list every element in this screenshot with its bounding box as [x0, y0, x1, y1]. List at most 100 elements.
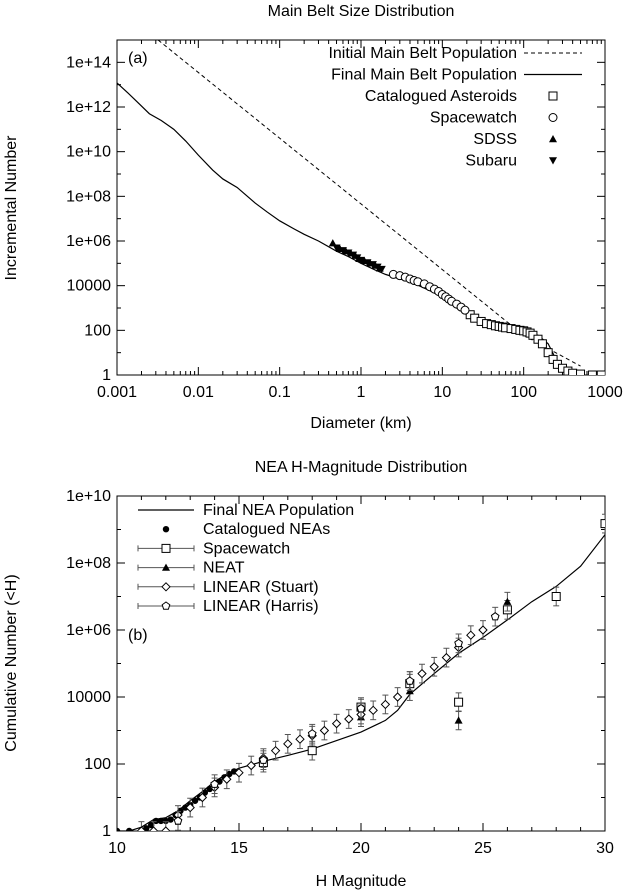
- chart-b-xlabel: H Magnitude: [316, 873, 407, 890]
- chart-a-xlabel: Diameter (km): [310, 415, 411, 432]
- y-tick-label: 1e+10: [66, 488, 111, 505]
- legend-label-spacewatch: Spacewatch: [203, 540, 290, 557]
- point-catalogued-neas: [162, 817, 169, 825]
- point-spacewatch: [600, 519, 605, 529]
- point-catalogued-neas: [167, 816, 174, 823]
- chart-b-frame: [116, 495, 606, 832]
- y-tick-label: 1e+08: [66, 555, 111, 572]
- point-catalogued-neas: [147, 821, 155, 829]
- point-linear-stuart: [344, 714, 354, 724]
- panel-a: Main Belt Size Distribution (a) Diameter…: [3, 3, 623, 432]
- point-linear-stuart: [222, 774, 232, 784]
- chart-b-panel-label: (b): [128, 627, 148, 644]
- point-linear-stuart: [246, 760, 256, 771]
- y-tick-label: 1e+08: [66, 188, 111, 205]
- point-subaru: [377, 265, 386, 274]
- point-linear-stuart: [148, 826, 159, 831]
- point-catalogued-asteroids: [568, 368, 578, 375]
- point-neat: [454, 716, 463, 724]
- point-linear-harris: [405, 676, 415, 685]
- point-linear-stuart: [185, 802, 195, 813]
- point-linear-harris: [307, 729, 317, 738]
- x-tick-label: 100: [510, 384, 537, 401]
- point-linear-stuart: [466, 630, 476, 640]
- series-line-final-nea-population: [117, 534, 605, 831]
- y-tick-label: 1: [102, 823, 111, 840]
- point-linear-harris: [210, 779, 219, 788]
- point-subaru: [353, 254, 362, 262]
- legend-label-sdss: SDSS: [473, 131, 517, 148]
- legend-label-final-nea-population: Final NEA Population: [203, 502, 354, 519]
- legend-label-linear-stuart: LINEAR (Stuart): [203, 579, 319, 596]
- chart-b-title: NEA H-Magnitude Distribution: [255, 459, 468, 476]
- legend-marker-subaru: [549, 157, 557, 165]
- chart-a-title: Main Belt Size Distribution: [268, 3, 455, 20]
- y-tick-label: 1e+10: [66, 144, 111, 161]
- legend-marker-spacewatch: [548, 113, 558, 122]
- point-linear-stuart: [368, 705, 378, 716]
- chart-a-ylabel: Incremental Number: [3, 135, 20, 281]
- y-tick-label: 1e+06: [66, 622, 111, 639]
- y-tick-label: 1e+06: [66, 233, 111, 250]
- point-linear-harris: [490, 612, 500, 621]
- point-catalogued-neas: [143, 825, 150, 831]
- x-tick-label: 0.1: [269, 384, 291, 401]
- legend-label-catalogued-neas: Catalogued NEAs: [203, 521, 330, 538]
- point-catalogued-neas: [152, 817, 160, 825]
- point-spacewatch: [454, 697, 464, 707]
- x-tick-label: 15: [230, 840, 248, 857]
- legend-label-final-main-belt-population: Final Main Belt Population: [331, 67, 517, 84]
- chart-a-legend: Initial Main Belt Population Final Main B…: [328, 45, 582, 170]
- point-linear-stuart: [283, 739, 293, 749]
- point-subaru: [363, 259, 372, 267]
- chart-a-plot-area: [117, 40, 605, 375]
- legend-marker-catalogued-neas: [162, 526, 170, 533]
- legend-label-neat: NEAT: [203, 560, 245, 577]
- legend-label-initial-main-belt-population: Initial Main Belt Population: [328, 45, 517, 62]
- legend-marker-spacewatch: [161, 543, 171, 553]
- point-spacewatch: [551, 592, 561, 601]
- point-catalogued-asteroids: [587, 370, 597, 375]
- point-linear-stuart: [319, 725, 330, 736]
- point-subaru: [368, 261, 377, 269]
- point-catalogued-asteroids: [596, 370, 605, 375]
- point-catalogued-neas: [191, 797, 199, 804]
- point-linear-stuart: [429, 662, 439, 672]
- chart-b-plot-area: [117, 513, 605, 831]
- point-linear-harris: [173, 816, 183, 825]
- point-subaru: [332, 244, 341, 252]
- y-tick-label: 1e+12: [66, 99, 111, 116]
- point-linear-stuart: [136, 826, 147, 831]
- x-tick-label: 10: [433, 384, 451, 401]
- point-linear-harris: [454, 638, 463, 648]
- point-catalogued-neas: [126, 827, 133, 831]
- point-linear-harris: [259, 755, 268, 764]
- point-linear-stuart: [161, 826, 171, 831]
- point-subaru: [349, 251, 358, 259]
- chart-b-ylabel: Cumulative Number (<H): [3, 574, 20, 751]
- point-catalogued-asteroids: [576, 369, 586, 375]
- legend-marker-neat: [162, 563, 170, 571]
- point-linear-stuart: [380, 699, 391, 710]
- x-tick-label: 10: [108, 840, 126, 857]
- point-linear-stuart: [441, 652, 452, 663]
- y-tick-label: 100: [84, 756, 111, 773]
- chart-a-panel-label: (a): [128, 50, 148, 67]
- x-tick-label: 20: [352, 840, 370, 857]
- legend-marker-linear-harris: [161, 601, 171, 610]
- chart-a-axes: 0.001 0.01 0.1 1 10 100 1000 1 100 10000 1e+06 1e+0…: [66, 39, 623, 401]
- point-subaru: [338, 247, 347, 255]
- panel-b: NEA H-Magnitude Distribution (b) H Magni…: [3, 459, 614, 890]
- point-linear-harris: [356, 704, 366, 713]
- legend-label-subaru: Subaru: [465, 153, 517, 170]
- point-linear-stuart: [478, 625, 488, 635]
- point-spacewatch: [460, 305, 470, 315]
- point-catalogued-neas: [182, 804, 189, 811]
- point-linear-stuart: [234, 767, 244, 778]
- legend-label-spacewatch: Spacewatch: [430, 110, 517, 127]
- legend-label-catalogued-asteroids: Catalogued Asteroids: [365, 88, 517, 105]
- point-subaru: [344, 249, 353, 257]
- legend-label-linear-harris: LINEAR (Harris): [203, 598, 319, 615]
- point-subaru: [357, 256, 365, 265]
